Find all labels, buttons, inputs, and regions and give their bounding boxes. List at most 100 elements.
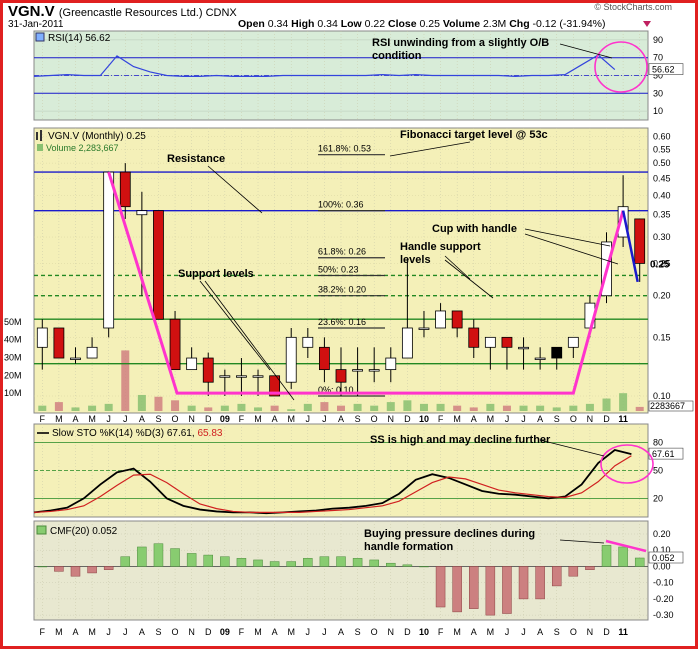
annotation-rsi: condition bbox=[372, 50, 422, 62]
cmf-bar bbox=[369, 559, 379, 567]
sto-series-k bbox=[33, 449, 632, 515]
cmf-bar bbox=[220, 556, 230, 567]
volume-bar bbox=[519, 405, 528, 411]
sto-last-value: 67.61 bbox=[652, 449, 675, 459]
candle-body bbox=[302, 336, 314, 348]
price-last-value: 0.25 bbox=[650, 259, 670, 270]
cmf-bar bbox=[452, 566, 462, 613]
cmf-tick: 0.10 bbox=[653, 545, 671, 555]
fib-level-label: 100%: 0.36 bbox=[318, 200, 364, 210]
annotation-pointer bbox=[559, 43, 613, 59]
cmf-bar bbox=[518, 566, 529, 600]
fib-level-label: 50%: 0.23 bbox=[318, 264, 359, 274]
cup-outline bbox=[107, 171, 625, 395]
annotation-cmf: handle formation bbox=[364, 541, 454, 553]
annotation-pointer bbox=[444, 255, 471, 280]
x-tick-label: 11 bbox=[618, 414, 628, 424]
candle-body bbox=[534, 357, 546, 360]
candle-body bbox=[36, 327, 48, 348]
x-tick-label: F bbox=[438, 627, 444, 637]
rsi-tick: 70 bbox=[653, 53, 663, 63]
volume-bar bbox=[220, 405, 229, 411]
x-tick-label: N bbox=[587, 414, 594, 424]
price-tick: 0.30 bbox=[653, 232, 671, 242]
x-tick-label: A bbox=[471, 414, 477, 424]
cmf-tick: 0.20 bbox=[653, 529, 671, 539]
x-tick-label: D bbox=[603, 627, 610, 637]
candle-body bbox=[385, 357, 397, 371]
chart-date: 31-Jan-2011 bbox=[8, 19, 64, 30]
x-tick-label: D bbox=[404, 414, 411, 424]
cmf-bar bbox=[485, 566, 496, 616]
volume-bar bbox=[254, 407, 263, 411]
x-tick-label: M bbox=[453, 627, 461, 637]
volume-bar bbox=[287, 409, 296, 411]
x-tick-label: 11 bbox=[618, 627, 628, 637]
handle-line bbox=[621, 210, 639, 283]
x-tick-label: O bbox=[570, 414, 577, 424]
x-tick-label: A bbox=[139, 414, 145, 424]
candle-body bbox=[136, 210, 148, 216]
x-tick-label: J bbox=[521, 414, 526, 424]
cmf-bar bbox=[286, 561, 296, 567]
x-tick-label: J bbox=[306, 627, 311, 637]
candle-body bbox=[617, 206, 629, 238]
x-tick-label: S bbox=[355, 414, 361, 424]
x-tick-label: M bbox=[88, 627, 96, 637]
candle-body bbox=[202, 357, 214, 383]
cmf-bar bbox=[352, 558, 363, 567]
annotation-pointer bbox=[207, 165, 263, 214]
x-tick-label: J bbox=[505, 414, 510, 424]
volume-bar bbox=[419, 403, 428, 411]
cmf-bar bbox=[336, 556, 346, 567]
x-tick-label: A bbox=[272, 627, 278, 637]
x-tick-label: J bbox=[123, 414, 128, 424]
cmf-bar bbox=[236, 558, 247, 567]
cmf-last-value: 0.052 bbox=[652, 553, 675, 563]
x-tick-label: 10 bbox=[419, 627, 429, 637]
price-tick: 0.40 bbox=[653, 190, 671, 200]
cmf-bar bbox=[37, 566, 48, 568]
annotation-pointer bbox=[524, 233, 619, 265]
volume-bar bbox=[54, 402, 63, 411]
annotation-cup-handle: Cup with handle bbox=[432, 223, 517, 235]
candle-body bbox=[186, 357, 198, 371]
volume-bar bbox=[552, 407, 561, 411]
candle-body bbox=[468, 327, 480, 348]
cmf-bar bbox=[137, 546, 147, 567]
volume-bar bbox=[353, 403, 362, 411]
candle-body bbox=[484, 336, 496, 348]
cmf-highlight-line bbox=[605, 539, 647, 553]
x-tick-label: S bbox=[355, 627, 361, 637]
price-tick: 0.20 bbox=[653, 291, 671, 301]
volume-title: Volume 2,283,667 bbox=[46, 143, 119, 153]
candle-body bbox=[319, 346, 330, 371]
candle-body bbox=[501, 336, 513, 348]
candle-body bbox=[269, 375, 281, 397]
cmf-tick: -0.30 bbox=[653, 610, 674, 620]
sto-tick: 80 bbox=[653, 438, 663, 448]
volume-tick: 20M bbox=[4, 370, 22, 380]
volume-legend-icon bbox=[37, 144, 43, 151]
x-tick-label: S bbox=[554, 627, 560, 637]
x-tick-label: D bbox=[205, 414, 212, 424]
annotation-handle-support: levels bbox=[400, 254, 431, 266]
volume-last-value-box bbox=[648, 400, 694, 412]
x-tick-label: M bbox=[55, 627, 63, 637]
volume-tick: 30M bbox=[4, 353, 22, 363]
rsi-tick: 10 bbox=[653, 106, 663, 116]
annotation-pointer bbox=[559, 539, 605, 544]
volume-bar bbox=[337, 405, 345, 411]
cmf-bar bbox=[634, 557, 645, 567]
candle-body bbox=[567, 336, 579, 348]
cmf-bar bbox=[469, 566, 479, 609]
volume-bar bbox=[104, 403, 113, 411]
candle-body bbox=[352, 369, 363, 372]
cmf-last-value-box bbox=[648, 551, 684, 564]
volume-bar bbox=[38, 405, 47, 411]
cmf-bar bbox=[269, 561, 280, 567]
annotation-handle-support: Handle support bbox=[400, 241, 481, 253]
price-tick: 0.25 bbox=[653, 258, 671, 268]
price-tick: 0.50 bbox=[653, 158, 671, 168]
fib-level-label: 0%: 0.10 bbox=[318, 385, 354, 395]
